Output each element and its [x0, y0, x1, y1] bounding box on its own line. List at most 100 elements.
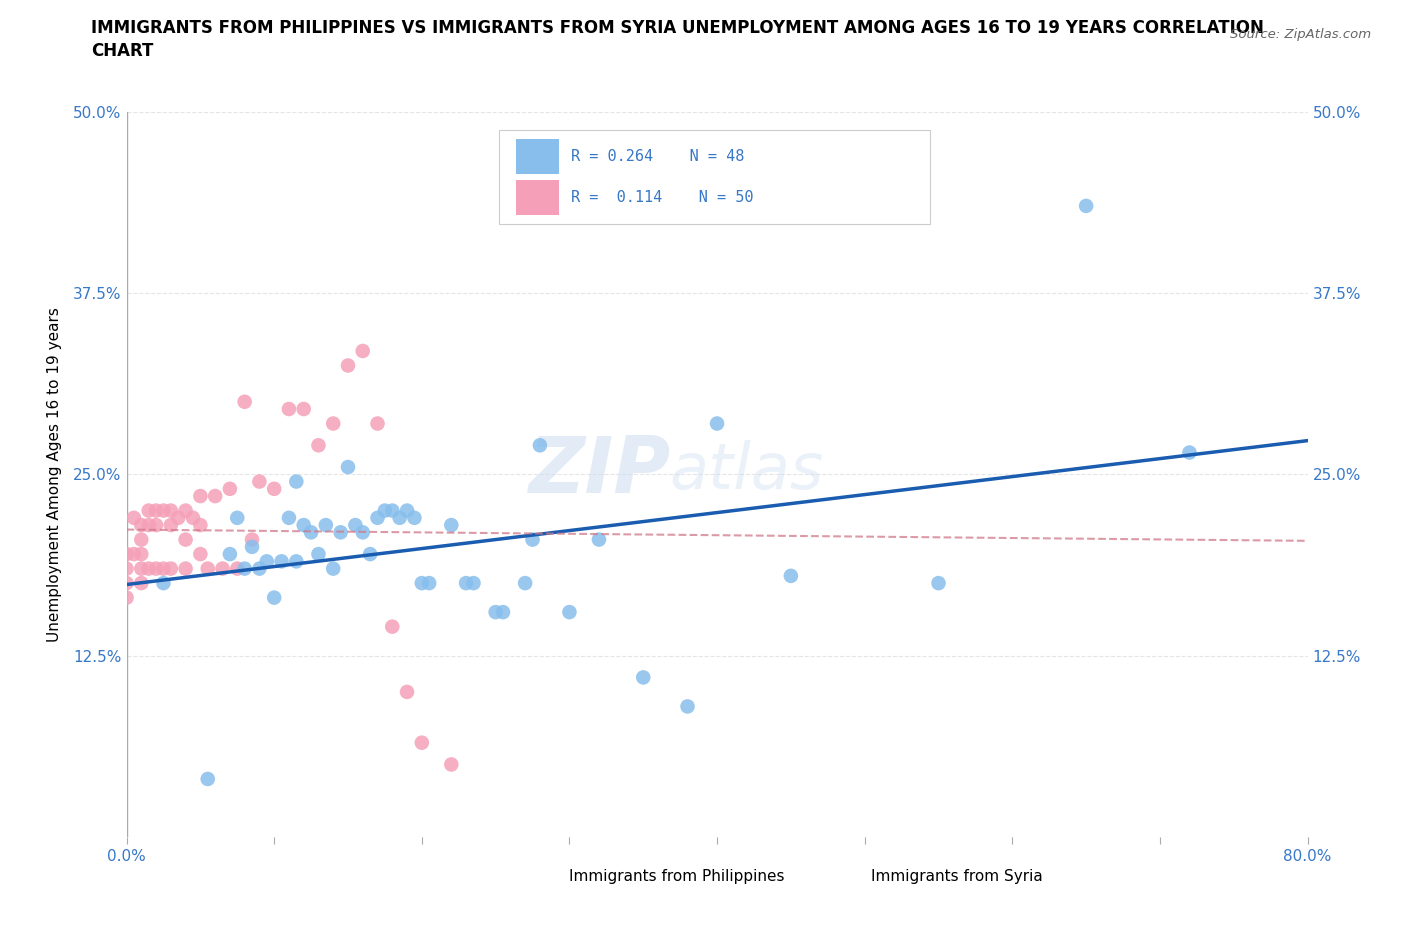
- Point: [381, 503, 404, 518]
- Point: [492, 604, 515, 619]
- Point: [160, 561, 183, 576]
- Point: [145, 518, 167, 533]
- Text: IMMIGRANTS FROM PHILIPPINES VS IMMIGRANTS FROM SYRIA UNEMPLOYMENT AMONG AGES 16 : IMMIGRANTS FROM PHILIPPINES VS IMMIGRANT…: [91, 19, 1264, 36]
- Point: [160, 503, 183, 518]
- Point: [211, 561, 233, 576]
- Point: [299, 525, 322, 539]
- Point: [263, 591, 285, 605]
- Point: [780, 568, 803, 583]
- Point: [122, 547, 145, 562]
- Point: [292, 518, 315, 533]
- Point: [181, 511, 204, 525]
- Point: [263, 482, 285, 497]
- Point: [1076, 198, 1098, 213]
- Point: [226, 561, 249, 576]
- Point: [129, 576, 153, 591]
- Point: [463, 576, 485, 591]
- Point: [706, 416, 728, 431]
- Point: [249, 561, 271, 576]
- Point: [292, 402, 315, 417]
- FancyBboxPatch shape: [499, 130, 929, 224]
- Point: [122, 511, 145, 525]
- Point: [174, 503, 197, 518]
- Point: [1178, 445, 1201, 460]
- Point: [115, 547, 138, 562]
- Point: [197, 561, 219, 576]
- Point: [174, 532, 197, 547]
- Point: [160, 518, 183, 533]
- Point: [322, 416, 344, 431]
- Point: [129, 547, 153, 562]
- Point: [374, 503, 396, 518]
- Point: [115, 576, 138, 591]
- Point: [233, 394, 256, 409]
- FancyBboxPatch shape: [516, 180, 558, 215]
- Point: [404, 511, 426, 525]
- Text: R = 0.264    N = 48: R = 0.264 N = 48: [571, 149, 744, 164]
- Point: [285, 474, 308, 489]
- Point: [676, 699, 699, 714]
- Point: [138, 518, 160, 533]
- Text: Immigrants from Philippines: Immigrants from Philippines: [569, 870, 785, 884]
- Point: [129, 518, 153, 533]
- Point: [249, 474, 271, 489]
- Point: [240, 539, 263, 554]
- Point: [152, 503, 174, 518]
- Text: R =  0.114    N = 50: R = 0.114 N = 50: [571, 190, 754, 206]
- Point: [138, 503, 160, 518]
- Point: [456, 576, 478, 591]
- Point: [367, 416, 389, 431]
- Point: [388, 511, 411, 525]
- Point: [129, 532, 153, 547]
- Point: [396, 684, 419, 699]
- Point: [188, 488, 212, 503]
- Point: [219, 482, 242, 497]
- Point: [256, 554, 278, 569]
- Point: [367, 511, 389, 525]
- Point: [115, 591, 138, 605]
- Text: Source: ZipAtlas.com: Source: ZipAtlas.com: [1230, 28, 1371, 41]
- FancyBboxPatch shape: [516, 139, 558, 174]
- Point: [278, 402, 301, 417]
- FancyBboxPatch shape: [529, 864, 564, 890]
- Point: [188, 518, 212, 533]
- Point: [278, 511, 301, 525]
- Y-axis label: Unemployment Among Ages 16 to 19 years: Unemployment Among Ages 16 to 19 years: [46, 307, 62, 642]
- Point: [315, 518, 337, 533]
- Text: ZIP: ZIP: [527, 432, 669, 509]
- Point: [522, 532, 544, 547]
- Point: [352, 343, 374, 358]
- Point: [308, 438, 330, 453]
- Point: [219, 547, 242, 562]
- Point: [588, 532, 610, 547]
- Point: [344, 518, 367, 533]
- Point: [928, 576, 950, 591]
- Point: [529, 438, 551, 453]
- Point: [558, 604, 581, 619]
- Point: [418, 576, 440, 591]
- Point: [308, 547, 330, 562]
- Point: [145, 503, 167, 518]
- Point: [197, 772, 219, 787]
- Point: [352, 525, 374, 539]
- FancyBboxPatch shape: [830, 864, 865, 890]
- Point: [226, 511, 249, 525]
- Point: [440, 757, 463, 772]
- Point: [484, 604, 508, 619]
- Point: [167, 511, 190, 525]
- Point: [411, 576, 433, 591]
- Point: [188, 547, 212, 562]
- Point: [440, 518, 463, 533]
- Point: [270, 554, 292, 569]
- Point: [152, 576, 174, 591]
- Point: [359, 547, 381, 562]
- Point: [233, 561, 256, 576]
- Point: [129, 561, 153, 576]
- Point: [633, 670, 655, 684]
- Point: [515, 576, 537, 591]
- Point: [381, 619, 404, 634]
- Point: [329, 525, 352, 539]
- Point: [174, 561, 197, 576]
- Point: [138, 561, 160, 576]
- Point: [411, 736, 433, 751]
